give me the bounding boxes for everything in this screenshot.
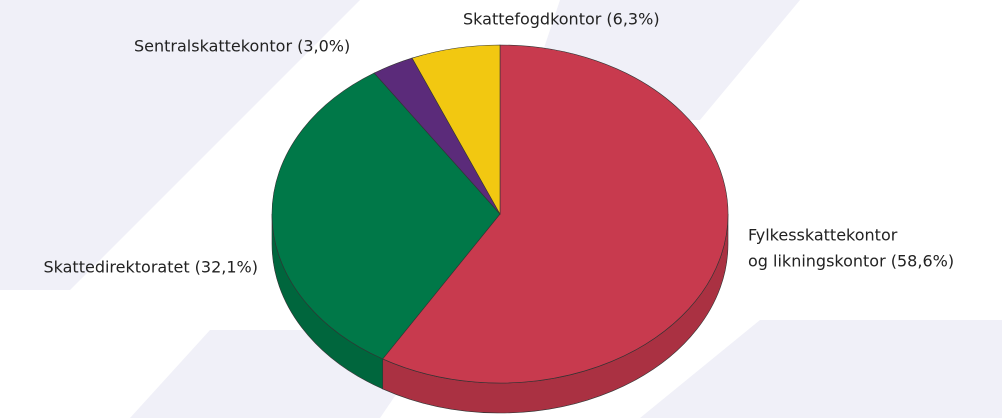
labels: Fylkesskattekontor og likningskontor (58,… [43, 10, 954, 277]
slice [411, 44, 501, 216]
pie [271, 44, 729, 414]
slice-label: og likningskontor (58,6%) [748, 252, 954, 271]
background-shape [0, 0, 360, 290]
slice-label: Skattedirektoratet (32,1%) [43, 258, 258, 277]
slice-label: Sentralskattekontor (3,0%) [134, 37, 350, 56]
slice-label: Skattefogdkontor (6,3%) [463, 10, 660, 29]
background-shape [640, 320, 1002, 418]
slice-label: Fylkesskattekontor [748, 226, 898, 245]
slice [382, 44, 729, 384]
slice [271, 72, 501, 360]
